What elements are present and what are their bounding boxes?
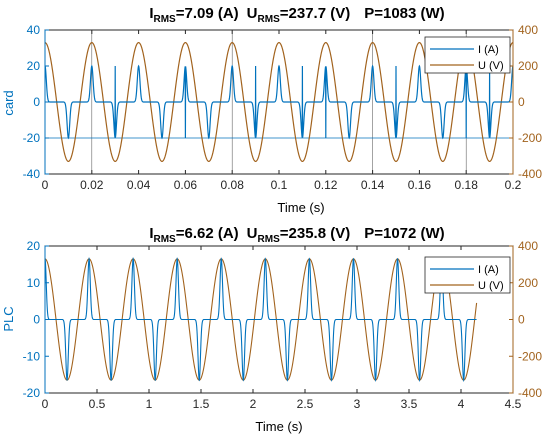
chart-top-ytick-left-label: 0 bbox=[33, 95, 40, 109]
chart-top-xtick-label: 0.06 bbox=[174, 178, 198, 192]
chart-top-ylabel-left: card bbox=[1, 90, 16, 115]
chart-bottom-series-voltage bbox=[44, 258, 478, 381]
chart-top-ticks: 0 0.02 0.04 0.06 0.08 0.1 0.12 0.14 0.16 0.18 0.2-… bbox=[23, 23, 543, 192]
chart-top-xtick-label: 0.1 bbox=[271, 178, 288, 192]
chart-bottom-xtick-label: 4 bbox=[458, 397, 465, 411]
chart-top-xtick-label: 0.12 bbox=[314, 178, 338, 192]
chart-bottom-ylabel-left: PLC bbox=[1, 306, 16, 331]
chart-top-ytick-left-label: 40 bbox=[27, 23, 41, 37]
chart-top-ytick-left-label: -40 bbox=[23, 167, 41, 181]
chart-bottom-ytick-left-label: 10 bbox=[27, 276, 41, 290]
chart-top-xtick-label: 0.08 bbox=[221, 178, 245, 192]
chart-top-xtick-label: 0.02 bbox=[80, 178, 104, 192]
chart-top-xtick-label: 0.14 bbox=[361, 178, 385, 192]
chart-top-xtick-label: 0.16 bbox=[408, 178, 432, 192]
chart-bottom-xtick-label: 3.5 bbox=[401, 397, 418, 411]
chart-bottom-legend: I (A) U (V) bbox=[424, 256, 511, 294]
chart-bottom-legend-label-voltage: U (V) bbox=[478, 280, 504, 292]
chart-bottom-xtick-label: 4.5 bbox=[505, 397, 522, 411]
chart-top-xtick-label: 0.04 bbox=[127, 178, 151, 192]
chart-bottom-ticks: 0 0.5 1 1.5 2 2.5 3 3.5 4 4.5 -20 -10 0 10 20 -400 -200 0… bbox=[23, 239, 543, 411]
chart-bottom-ytick-left-label: -20 bbox=[23, 386, 41, 400]
chart-bottom-ytick-right-label: 400 bbox=[518, 239, 538, 253]
chart-bottom-xtick-label: 0 bbox=[42, 397, 49, 411]
chart-top-xtick-label: 0 bbox=[42, 178, 49, 192]
chart-top-ytick-right-label: -400 bbox=[518, 167, 542, 181]
chart-bottom-xtick-label: 0.5 bbox=[89, 397, 106, 411]
chart-top-xtick-label: 0.18 bbox=[455, 178, 479, 192]
chart-bottom-legend-label-current: I (A) bbox=[478, 264, 499, 276]
chart-top-ytick-left-label: 20 bbox=[27, 59, 41, 73]
chart-bottom-xtick-label: 3 bbox=[354, 397, 361, 411]
chart-top-series-current bbox=[44, 64, 514, 140]
chart-top-xlabel: Time (s) bbox=[277, 200, 324, 215]
chart-bottom-ytick-right-label: -400 bbox=[518, 386, 542, 400]
chart-top-title: IRMS=7.09 (A) URMS=237.7 (V) P=1083 (W) bbox=[149, 5, 444, 25]
chart-top-ytick-right-label: 200 bbox=[518, 59, 538, 73]
chart-top-xtick-label: 0.2 bbox=[505, 178, 522, 192]
chart-top-legend-label-current: I (A) bbox=[478, 44, 499, 56]
chart-top-legend: I (A) U (V) bbox=[424, 36, 511, 74]
chart-bottom-xtick-label: 1 bbox=[146, 397, 153, 411]
chart-bottom-series-current bbox=[44, 256, 477, 383]
chart-top-ytick-right-label: 400 bbox=[518, 23, 538, 37]
chart-bottom-ytick-left-label: -10 bbox=[23, 349, 41, 363]
chart-top-legend-box bbox=[424, 36, 511, 74]
chart-top-ytick-left-label: -20 bbox=[23, 131, 41, 145]
chart-top-ytick-right-label: -200 bbox=[518, 131, 542, 145]
chart-bottom-xtick-label: 2 bbox=[250, 397, 257, 411]
chart-bottom-xlabel: Time (s) bbox=[255, 419, 302, 434]
chart-bottom-ytick-right-label: -200 bbox=[518, 349, 542, 363]
chart-bottom-ytick-left-label: 20 bbox=[27, 239, 41, 253]
chart-bottom-ytick-left-label: 0 bbox=[33, 313, 40, 327]
chart-bottom-ytick-right-label: 200 bbox=[518, 276, 538, 290]
chart-bottom-xtick-label: 1.5 bbox=[193, 397, 210, 411]
chart-top-series-voltage bbox=[44, 41, 514, 163]
chart-bottom-title: IRMS=6.62 (A) URMS=235.8 (V) P=1072 (W) bbox=[149, 225, 444, 245]
chart-top-ytick-right-label: 0 bbox=[518, 95, 525, 109]
chart-top: IRMS=7.09 (A) URMS=237.7 (V) P=1083 (W) 0 0… bbox=[1, 5, 542, 215]
chart-top-legend-label-voltage: U (V) bbox=[478, 60, 504, 72]
chart-bottom-xtick-label: 2.5 bbox=[297, 397, 314, 411]
chart-bottom-legend-box bbox=[424, 256, 511, 294]
chart-bottom-ytick-right-label: 0 bbox=[518, 313, 525, 327]
